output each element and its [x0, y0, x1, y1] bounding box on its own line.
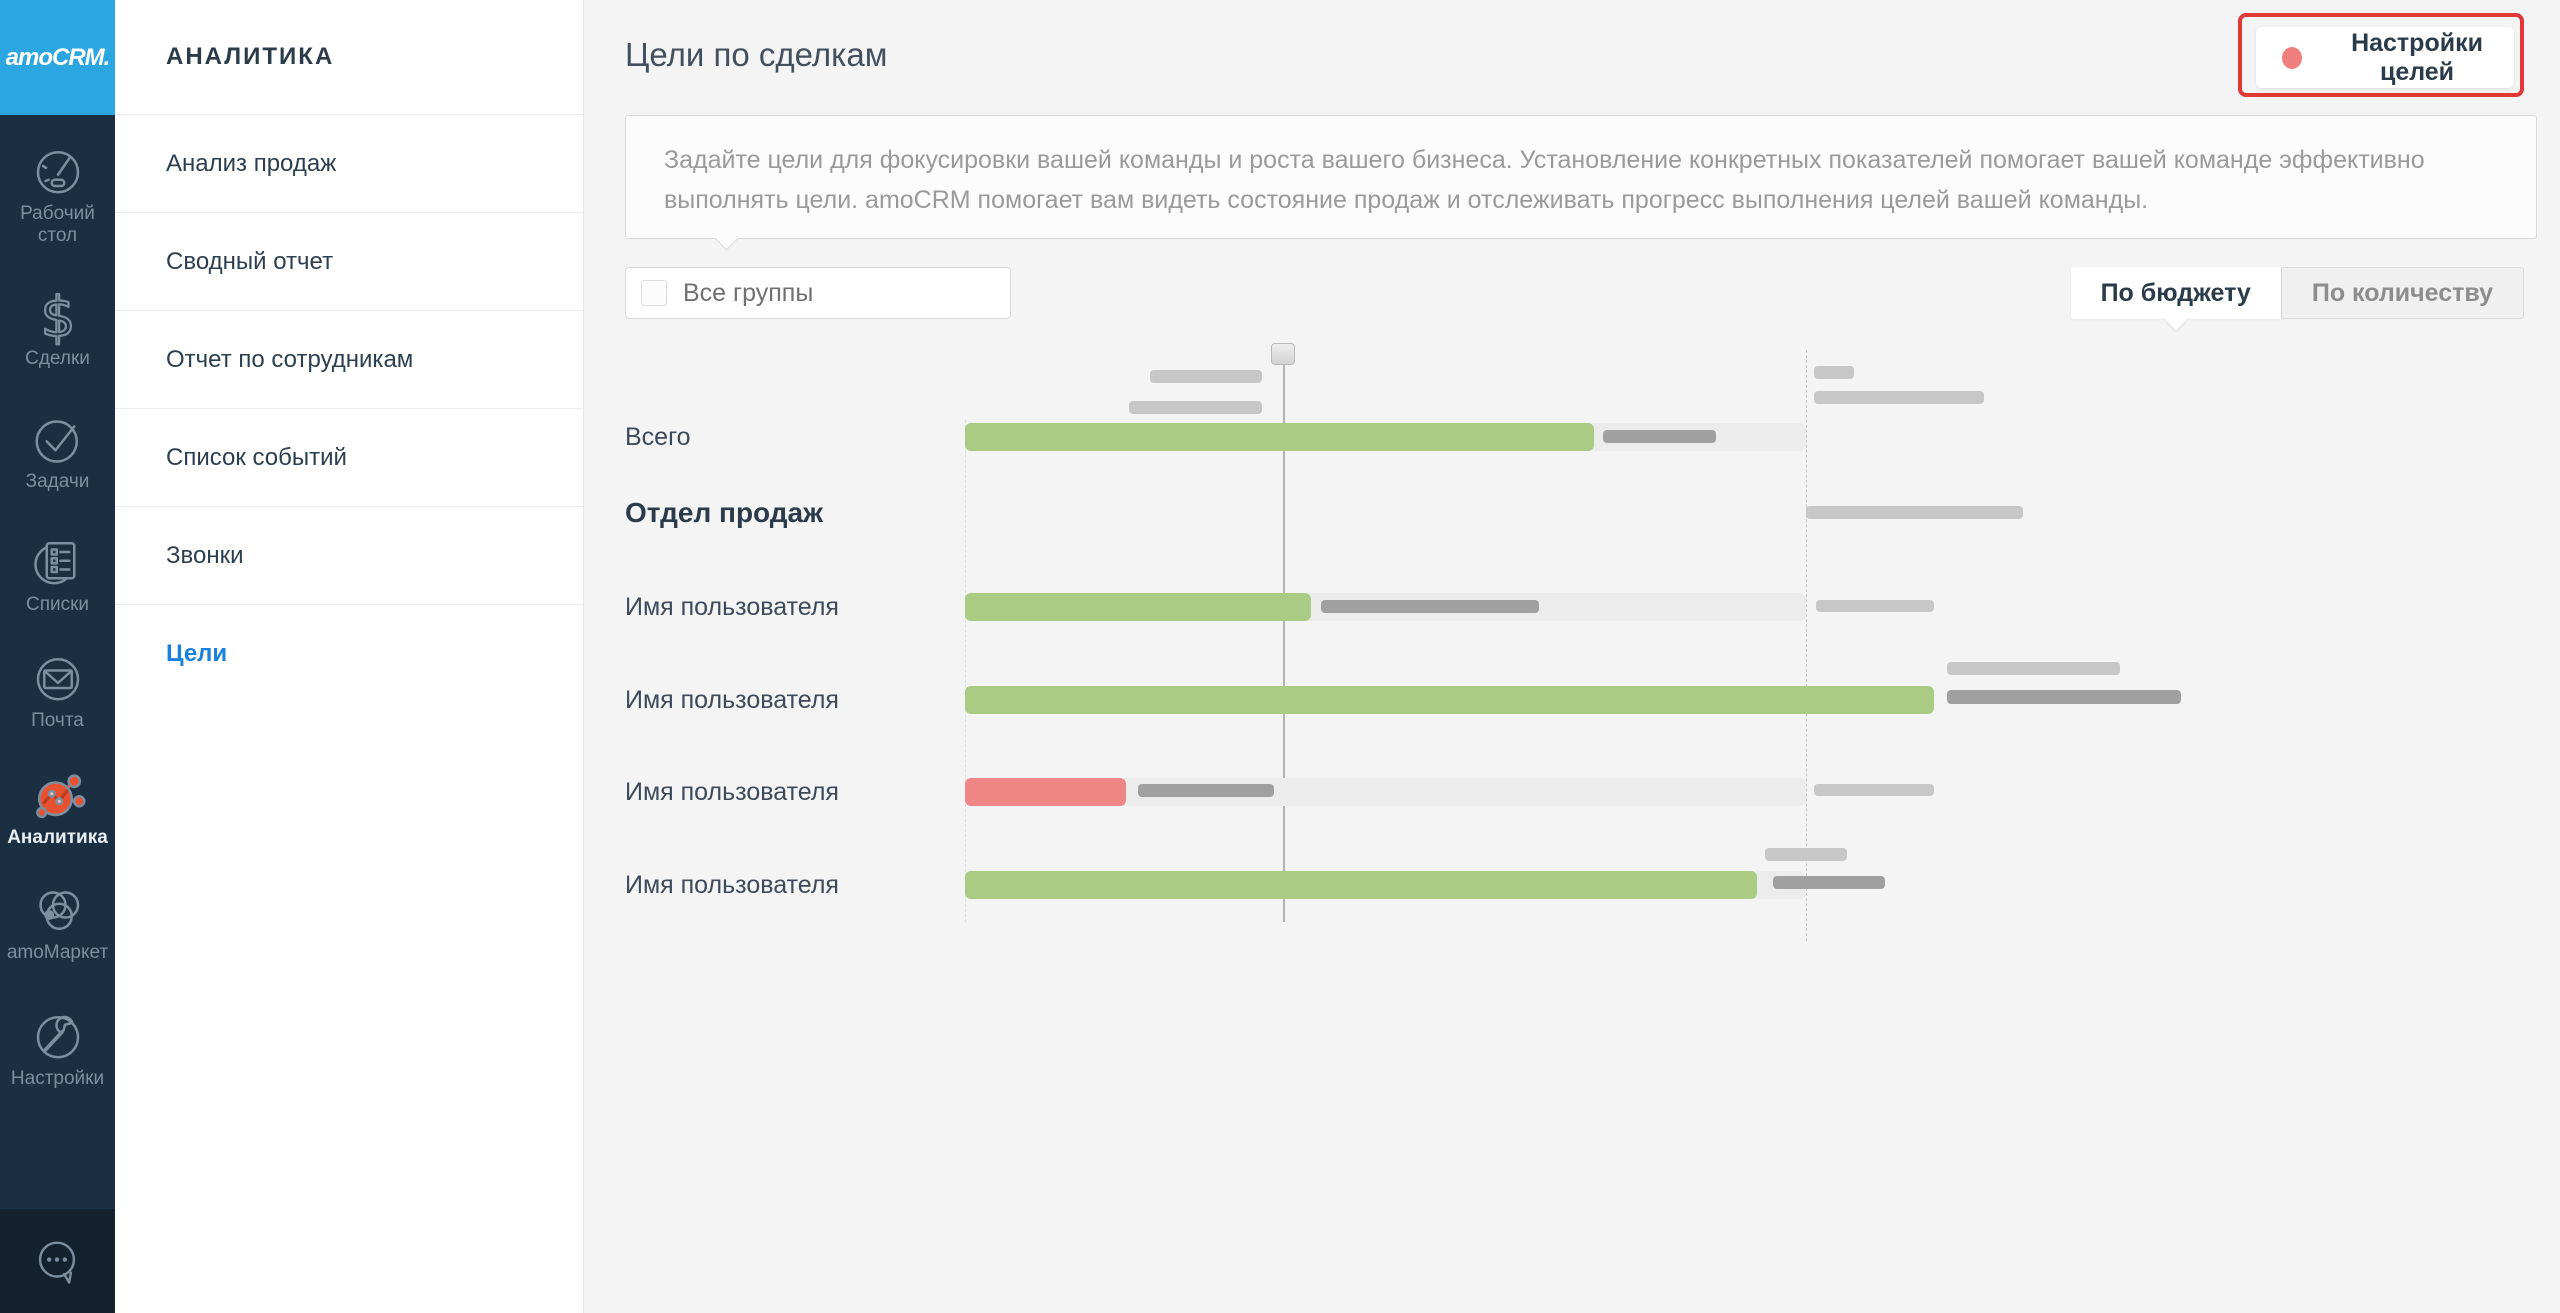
icon-sidebar: amoCRM. Рабочий стол $ Сделки Задачи Списки П… [0, 0, 115, 1313]
sidebar-footer [0, 1209, 115, 1313]
nav-item-label: amoМаркет [6, 942, 109, 963]
chat-icon [28, 1241, 86, 1295]
analytics-icon [28, 765, 88, 825]
nav-item-analytics[interactable]: Аналитика [0, 765, 115, 849]
menu-item-2[interactable]: Сводный отчет [115, 213, 583, 311]
target-line [1283, 350, 1285, 922]
goals-chart: Всего Отдел продаж Имя пользователя Имя пол… [585, 340, 2560, 960]
goals-description-text: Задайте цели для фокусировки вашей коман… [664, 146, 2425, 214]
chart-bar-user2-progress [965, 686, 1934, 714]
goal-settings-button[interactable]: Настройки целей [2256, 27, 2514, 88]
nav-item-label: Рабочий стол [20, 203, 95, 246]
nav-item-label: Списки [25, 594, 90, 615]
chart-bar-user3-progress [965, 778, 1126, 806]
chart-row-label: Имя пользователя [625, 778, 839, 806]
page-title: Цели по сделкам [625, 36, 888, 73]
lists-icon [28, 532, 88, 592]
chart-bar-total-marker-right [1814, 366, 1854, 379]
chart-bar-user3-marker [1138, 784, 1274, 797]
mode-toggle: По бюджету По количеству [2070, 267, 2524, 331]
chart-bar-user4-progress [965, 871, 1757, 899]
chart-row-label: Имя пользователя [625, 686, 839, 714]
menu-header: АНАЛИТИКА [115, 0, 583, 115]
chart-bar-total-marker-right [1814, 391, 1984, 404]
dashboard-icon [28, 141, 88, 201]
nav-item-label: Сделки [25, 348, 90, 369]
main-content: Цели по сделкам Настройки целей Задайте … [585, 0, 2560, 1313]
chart-bar-total-marker-above [1150, 370, 1262, 383]
nav-item-mail[interactable]: Почта [0, 648, 115, 732]
nav-item-settings[interactable]: Настройки [0, 1006, 115, 1090]
menu-item-1[interactable]: Анализ продаж [115, 115, 583, 213]
nav-item-deals[interactable]: $ Сделки [0, 284, 115, 370]
info-caret [714, 226, 739, 251]
goal-settings-label: Настройки целей [2351, 28, 2483, 86]
settings-icon [28, 1006, 88, 1066]
goal-settings-dot-icon [2282, 46, 2303, 69]
chart-bar-user1-progress [965, 593, 1311, 621]
chart-bar-user3-marker-right [1814, 784, 1934, 796]
active-tab-caret [2165, 308, 2187, 331]
chart-group-label: Отдел продаж [625, 497, 823, 528]
menu-item-3[interactable]: Отчет по сотрудникам [115, 311, 583, 409]
chart-bar-total-marker-above [1129, 401, 1262, 414]
svg-text:$: $ [40, 286, 75, 346]
nav-item-dashboard[interactable]: Рабочий стол [0, 141, 115, 247]
target-slider-handle[interactable] [1271, 343, 1295, 365]
groups-filter-dropdown[interactable]: Все группы [625, 267, 1011, 319]
chat-button[interactable] [28, 1233, 86, 1291]
chart-bar-total-marker [1603, 430, 1716, 443]
chart-bar-user1-marker-right [1816, 600, 1934, 612]
chart-row-label: Имя пользователя [625, 871, 839, 899]
chart-bar-user4-marker-above [1765, 848, 1847, 861]
amocrm-logo-text: amoCRM. [5, 43, 111, 71]
nav-item-label: Почта [31, 710, 84, 731]
chart-bar-total-progress [965, 423, 1594, 451]
tab-by-budget[interactable]: По бюджету [2070, 267, 2281, 331]
goals-description: Задайте цели для фокусировки вашей коман… [625, 115, 2537, 251]
nav-item-tasks[interactable]: Задачи [0, 409, 115, 493]
nav-item-lists[interactable]: Списки [0, 532, 115, 616]
chart-bar-user4-marker [1773, 876, 1885, 889]
tab-by-quantity[interactable]: По количеству [2280, 267, 2524, 319]
baseline [965, 420, 966, 922]
market-icon [28, 880, 88, 940]
menu-item-5[interactable]: Звонки [115, 507, 583, 605]
menu-item-6[interactable]: Цели [166, 640, 228, 667]
mail-icon [28, 648, 88, 708]
deals-icon: $ [28, 284, 88, 350]
goal-settings-highlight: Настройки целей [2238, 13, 2524, 97]
groups-checkbox[interactable] [641, 280, 667, 306]
amocrm-logo[interactable]: amoCRM. [0, 0, 115, 115]
nav-item-label: Аналитика [7, 827, 108, 848]
chart-bar-user2-marker [1947, 690, 2181, 704]
chart-bar-user2-marker-above [1947, 662, 2120, 675]
chart-row-label: Всего [625, 423, 691, 451]
chart-bar-group-marker-right [1806, 506, 2023, 519]
tasks-icon [28, 409, 88, 469]
nav-item-label: Задачи [25, 471, 90, 492]
chart-row-label: Имя пользователя [625, 593, 839, 621]
chart-bar-user1-marker [1321, 600, 1539, 613]
groups-filter-label: Все группы [683, 278, 814, 307]
analytics-menu: АНАЛИТИКА Анализ продаж Сводный отчет Отче… [115, 0, 584, 1313]
menu-item-4[interactable]: Список событий [115, 409, 583, 507]
nav-item-label: Настройки [10, 1068, 105, 1089]
threshold-line [1806, 350, 1807, 941]
nav-item-market[interactable]: amoМаркет [0, 880, 115, 964]
